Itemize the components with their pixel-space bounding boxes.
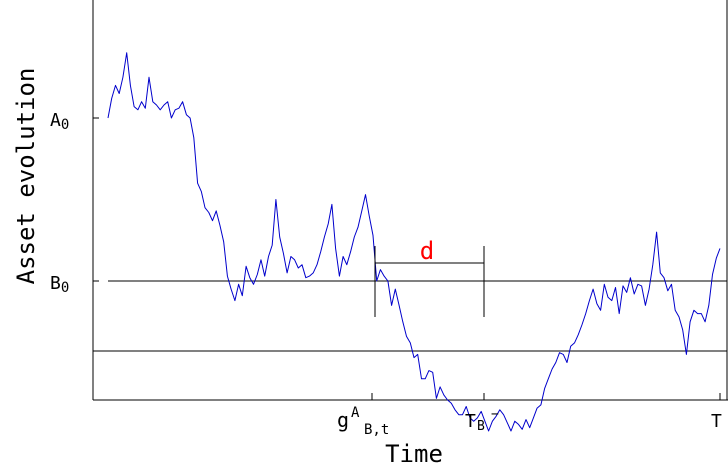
asset-path-line — [107, 52, 721, 432]
x-tick-label-tb-sup: − — [491, 407, 499, 422]
x-tick-label-tb-sub: B — [477, 419, 485, 434]
x-tick-label-g-sup: A — [351, 405, 360, 421]
x-tick-label-g-base: g — [337, 408, 349, 432]
d-label: d — [420, 237, 434, 265]
x-tick-label-t: T — [711, 411, 722, 432]
y-tick-label-B0-base: B — [50, 273, 61, 294]
y-tick-label-A0-sub: 0 — [61, 117, 69, 133]
x-tick-label-tb-base: T — [465, 411, 476, 432]
y-axis-title: Asset evolution — [12, 68, 40, 285]
y-tick-label-A0-base: A — [50, 110, 61, 131]
y-tick-label-B0-sub: 0 — [61, 280, 69, 296]
x-tick-label-g-sub: B,t — [364, 422, 389, 438]
y-tick-label-A0: A0 — [50, 110, 69, 133]
x-tick-label-g: g A B,t — [337, 405, 389, 438]
x-tick-label-tb: T B − — [465, 407, 499, 434]
x-axis-title: Time — [385, 440, 443, 468]
y-tick-label-B0: B0 — [50, 273, 69, 296]
